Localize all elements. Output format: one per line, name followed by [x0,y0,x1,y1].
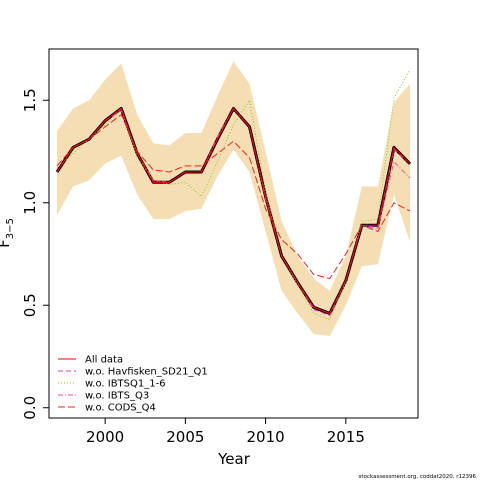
credit-text: stockassessment.org, coddat2020, r12396 [358,474,476,480]
legend-label-1: w.o. Havfisken_SD21_Q1 [85,367,208,378]
confidence-band-layer [57,61,410,337]
legend-label-2: w.o. IBTSQ1_1-6 [85,379,166,390]
legend-label-3: w.o. IBTS_Q3 [85,391,149,402]
confidence-band [57,61,410,337]
y-tick-label: 1.0 [21,191,39,215]
x-tick-label: 2000 [86,428,124,446]
legend-label-4: w.o. CODS_Q4 [85,403,156,414]
y-tick-label: 0.0 [21,396,39,420]
x-axis: 2000 2005 2010 2015 [86,417,365,446]
x-tick-label: 2010 [246,428,284,446]
legend-label-0: All data [85,355,123,366]
y-axis-title: F3−5 [0,218,16,248]
y-axis: 0.0 0.5 1.0 1.5 [21,88,50,420]
series-line-4 [56,113,411,280]
x-tick-label: 2005 [166,428,204,446]
x-axis-title: Year [217,450,251,468]
y-axis-title-subscript: 3−5 [5,218,16,239]
y-tick-label: 1.5 [21,88,39,112]
series-lines-layer [55,69,412,321]
y-axis-title-main: F [0,239,13,248]
series-line-0 [56,107,411,315]
y-tick-label: 0.5 [21,293,39,317]
x-tick-label: 2015 [327,428,365,446]
